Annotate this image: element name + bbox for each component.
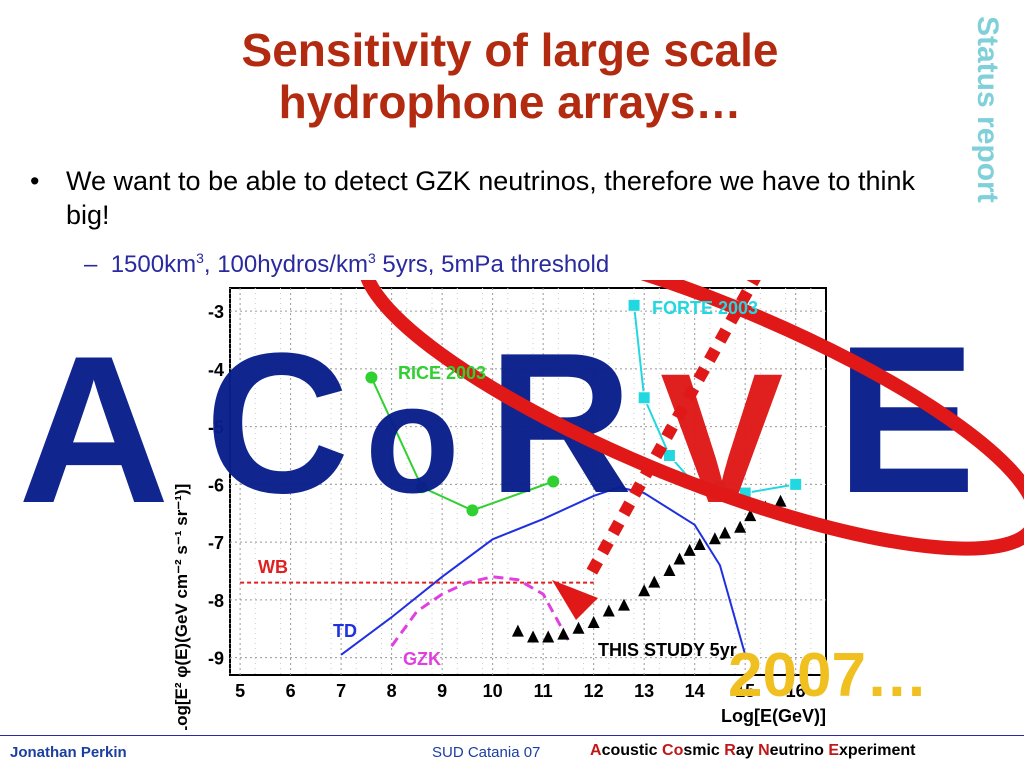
bullet-2-sup2: 3	[367, 250, 376, 266]
data-point	[663, 564, 676, 577]
series-label: FORTE 2003	[652, 298, 758, 318]
bullet-2-dash: –	[84, 251, 111, 278]
data-point	[415, 481, 428, 494]
x-tick-label: 12	[584, 681, 604, 701]
side-label: Status report	[971, 16, 1004, 203]
data-point	[511, 624, 524, 637]
data-point	[744, 509, 757, 522]
y-axis-label: Log[E² φ(E)(GeV cm⁻² s⁻¹ sr⁻¹)]	[172, 484, 191, 730]
bullet-2-sup1: 3	[196, 250, 204, 266]
data-point	[718, 526, 731, 539]
data-point	[673, 552, 686, 565]
acronym-rest: ay	[735, 742, 759, 759]
data-point	[547, 475, 560, 488]
data-point	[617, 598, 630, 611]
chart-series	[240, 298, 803, 656]
x-tick-label: 10	[483, 681, 503, 701]
data-point	[587, 616, 600, 629]
data-point	[708, 532, 721, 545]
logo-letter: A	[18, 312, 170, 547]
bullet-2-part3: 5yrs, 5mPa threshold	[375, 251, 610, 278]
data-point	[734, 520, 747, 533]
y-tick-label: -6	[208, 475, 224, 495]
slide-title: Sensitivity of large scale hydrophone ar…	[241, 24, 779, 128]
sensitivity-chart: 5 6 7 8 9 10 11 12 13 14 15 16 -3 -4 -5 -6 -7 -8 -9 Log[E²…	[18, 280, 1024, 730]
x-tick-label: 14	[685, 681, 705, 701]
side-label-text: Status report	[971, 16, 1004, 203]
y-tick-label: -7	[208, 533, 224, 553]
footer-acronym: Acoustic Cosmic Ray Neutrino Experiment	[590, 742, 915, 760]
arrow-head	[552, 580, 598, 620]
acronym-initial: N	[758, 742, 770, 759]
bullet-2-part2: , 100hydros/km	[203, 251, 368, 278]
acronym-initial: A	[590, 742, 602, 759]
series-label: RICE 2003	[398, 363, 486, 383]
logo-swoosh	[357, 280, 1024, 556]
acronym-initial: Co	[662, 742, 684, 759]
data-point	[572, 621, 585, 634]
data-point	[789, 477, 803, 491]
series-label: THIS STUDY 5yr	[598, 640, 737, 660]
plot-area	[229, 287, 827, 676]
data-point	[365, 371, 378, 384]
logo-letter: C	[205, 312, 349, 535]
acronym-rest: smic	[683, 742, 725, 759]
x-tick-label: 7	[336, 681, 346, 701]
data-point	[542, 630, 555, 643]
data-point	[527, 630, 540, 643]
plot-frame	[229, 287, 827, 676]
logo-letter: o	[365, 352, 460, 525]
data-point	[557, 627, 570, 640]
series-line	[370, 377, 554, 512]
series-label: TD	[333, 621, 357, 641]
x-tick-label: 13	[634, 681, 654, 701]
x-tick-label: 15	[735, 681, 755, 701]
x-tick-label: 9	[437, 681, 447, 701]
logo-dotted-arrow	[584, 280, 761, 578]
data-point	[683, 543, 696, 556]
year-label: 2007…	[728, 641, 928, 710]
y-tick-label: -8	[208, 591, 224, 611]
data-point	[638, 584, 651, 597]
acronym-initial: E	[828, 742, 839, 759]
x-tick-label: 5	[235, 681, 245, 701]
y-tick-label: -9	[208, 649, 224, 669]
bullet-1-text: We want to be able to detect GZK neutrin…	[66, 166, 915, 230]
y-tick-label: -3	[208, 302, 224, 322]
chart-tick-labels: 5 6 7 8 9 10 11 12 13 14 15 16 -3 -4 -5 -6 -7 -8 -9	[208, 302, 806, 701]
data-point	[662, 449, 676, 463]
y-tick-label: -4	[208, 360, 224, 380]
x-tick-label: 8	[387, 681, 397, 701]
bullet-2-part1: 1500km	[110, 251, 197, 278]
data-point	[627, 298, 641, 312]
data-point	[637, 391, 651, 405]
data-point	[648, 575, 661, 588]
series-line	[390, 575, 570, 648]
series-line	[340, 486, 747, 656]
data-point	[602, 604, 615, 617]
acronym-initial: R	[724, 742, 736, 759]
series-label: GZK	[403, 649, 441, 669]
bullet-dot: •	[30, 166, 40, 196]
footer-event: SUD Catania 07	[432, 744, 541, 761]
footer-divider	[0, 735, 1024, 736]
y-tick-label: -5	[208, 418, 224, 438]
footer-author: Jonathan Perkin	[10, 744, 127, 761]
data-point	[774, 494, 787, 507]
acronym-rest: eutrino	[769, 742, 829, 759]
bullet-2: – 1500km3, 100hydros/km3 5yrs, 5mPa thre…	[84, 250, 609, 279]
acronym-rest: xperiment	[839, 742, 916, 759]
acronym-rest: coustic	[601, 742, 663, 759]
series-label: WB	[258, 557, 288, 577]
x-tick-label: 6	[286, 681, 296, 701]
x-axis-label: Log[E(GeV)]	[721, 706, 826, 726]
x-tick-label: 11	[534, 681, 553, 701]
chart-series-labels: FORTE 2003 RICE 2003 WB TD GZK THIS STUDY 5yr	[258, 298, 758, 669]
x-tick-label: 16	[786, 681, 806, 701]
data-point	[466, 504, 479, 517]
data-point	[693, 538, 706, 551]
